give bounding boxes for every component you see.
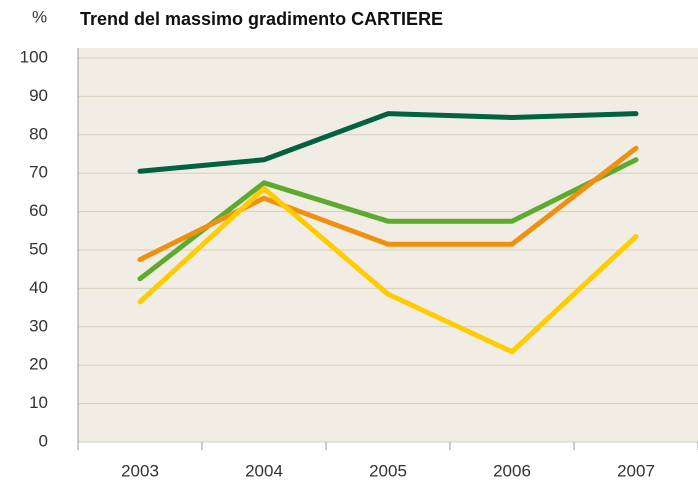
y-axis-label: % (32, 7, 47, 26)
x-tick-label: 2004 (245, 461, 283, 480)
series-line (137, 145, 639, 263)
x-tick-label: 2006 (493, 461, 531, 480)
x-tick-label: 2005 (369, 461, 407, 480)
chart-title: Trend del massimo gradimento CARTIERE (80, 9, 443, 29)
y-tick-label: 40 (29, 278, 48, 297)
y-tick-label: 90 (29, 86, 48, 105)
y-tick-label: 80 (29, 124, 48, 143)
x-tick-label: 2007 (617, 461, 655, 480)
series-line (137, 157, 639, 282)
y-tick-label: 0 (39, 431, 48, 450)
series-line (137, 111, 639, 174)
y-tick-label: 10 (29, 393, 48, 412)
y-tick-label: 70 (29, 163, 48, 182)
y-tick-label: 30 (29, 316, 48, 335)
y-tick-label: 100 (20, 47, 48, 66)
y-tick-label: 50 (29, 239, 48, 258)
x-tick-label: 2003 (121, 461, 159, 480)
y-tick-label: 60 (29, 201, 48, 220)
series-line (137, 186, 639, 355)
y-tick-label: 20 (29, 355, 48, 374)
